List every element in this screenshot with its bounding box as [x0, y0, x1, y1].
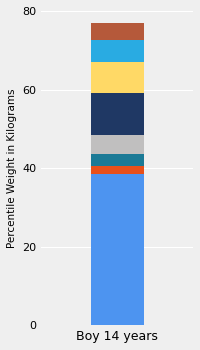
Bar — [91, 62, 144, 93]
Bar — [91, 135, 144, 154]
Y-axis label: Percentile Weight in Kilograms: Percentile Weight in Kilograms — [7, 88, 17, 248]
Bar — [91, 174, 144, 325]
Bar — [91, 40, 144, 62]
Bar — [91, 23, 144, 40]
Bar — [91, 93, 144, 135]
Bar — [91, 166, 144, 174]
Bar — [91, 154, 144, 166]
